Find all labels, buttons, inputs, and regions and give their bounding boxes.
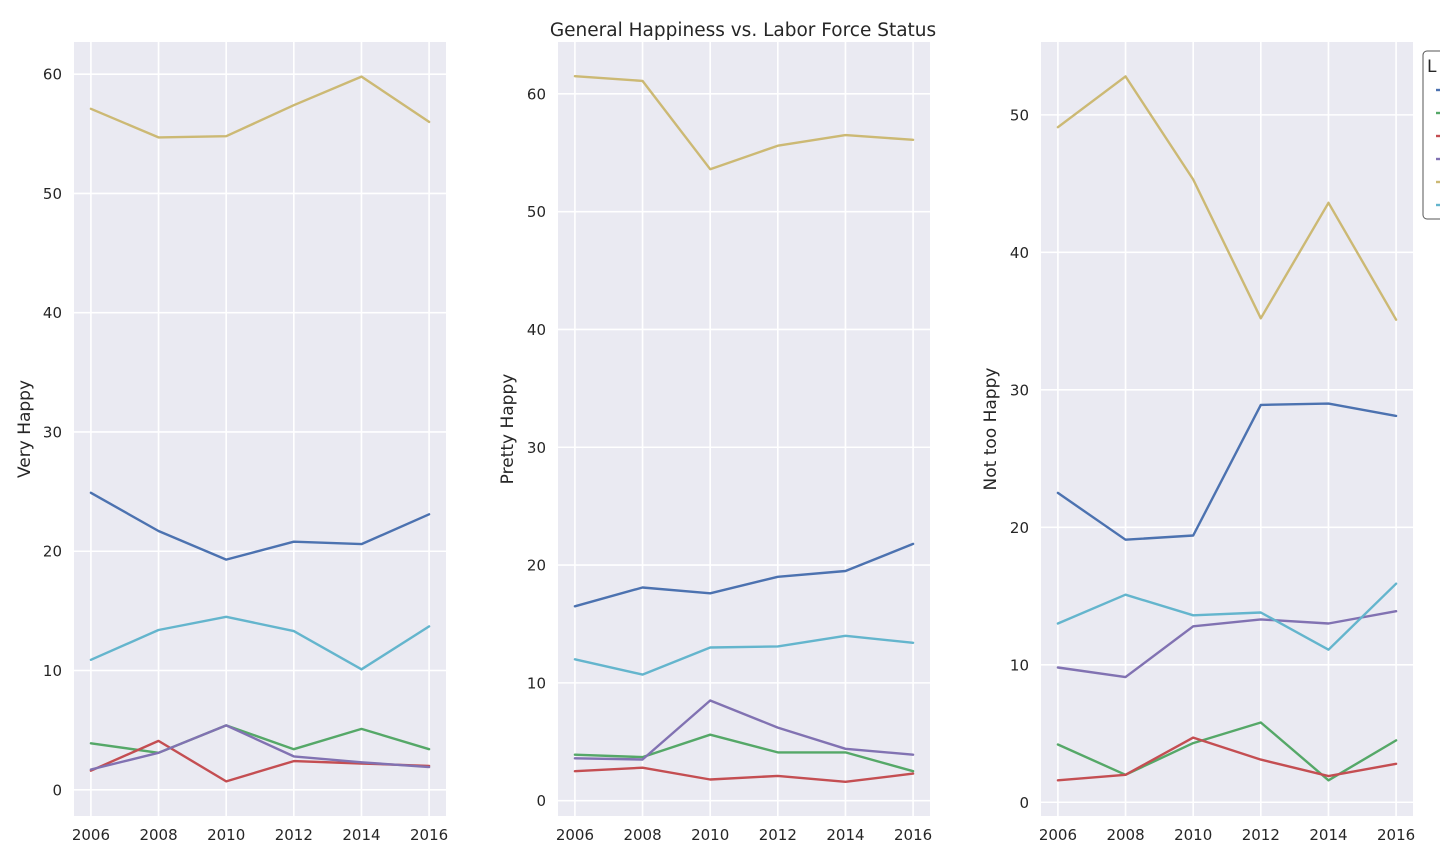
series-line-5 [1056, 75, 1398, 321]
series-line-4 [1056, 610, 1398, 679]
y-tick-label: 40 [1010, 244, 1029, 262]
series-line-4 [573, 699, 915, 761]
x-tick-label: 2010 [1174, 826, 1212, 844]
y-tick-label: 30 [1010, 381, 1029, 399]
x-tick-label: 2012 [275, 826, 313, 844]
x-tick-label: 2012 [759, 826, 797, 844]
y-axis-label: Pretty Happy [498, 374, 518, 485]
x-tick-label: 2014 [342, 826, 380, 844]
legend-box [1422, 50, 1440, 220]
series-line-1 [1056, 402, 1398, 541]
series-line-6 [1056, 582, 1398, 651]
x-tick-label: 2016 [1377, 826, 1415, 844]
y-tick-label: 10 [1010, 656, 1029, 674]
x-tick-label: 2014 [1309, 826, 1347, 844]
y-axis-label: Very Happy [15, 380, 35, 478]
x-tick-label: 2006 [1039, 826, 1077, 844]
x-tick-label: 2008 [623, 826, 661, 844]
series-line-3 [1056, 736, 1398, 782]
y-tick-label: 20 [527, 557, 546, 575]
plot-area [558, 42, 930, 816]
x-tick-label: 2008 [139, 826, 177, 844]
x-tick-label: 2006 [72, 826, 110, 844]
y-tick-label: 10 [527, 674, 546, 692]
x-tick-label: 2016 [410, 826, 448, 844]
y-tick-label: 50 [43, 185, 62, 203]
legend: L [1422, 50, 1440, 220]
chart-title: General Happiness vs. Labor Force Status [550, 20, 936, 41]
y-tick-label: 50 [527, 203, 546, 221]
y-tick-label: 40 [527, 321, 546, 339]
y-tick-label: 60 [43, 66, 62, 84]
series-line-5 [573, 74, 915, 171]
y-tick-label: 50 [1010, 106, 1029, 124]
series-line-1 [573, 542, 915, 608]
chart-panel-3: 2006 2008 2010 2012 2014 2016 0 10 20 30 40 50 Not t… [981, 42, 1415, 844]
series-line-2 [89, 724, 431, 754]
x-tick-label: 2012 [1242, 826, 1280, 844]
x-tick-label: 2010 [207, 826, 245, 844]
series-line-4 [89, 724, 431, 771]
x-tick-label: 2010 [691, 826, 729, 844]
series-line-3 [573, 766, 915, 783]
y-tick-label: 40 [43, 304, 62, 322]
y-tick-label: 30 [527, 439, 546, 457]
series-line-2 [573, 733, 915, 773]
chart-panel-2: 2006 2008 2010 2012 2014 2016 0 10 20 30 40 50 60 Pre… [498, 42, 932, 844]
plot-area [1041, 42, 1413, 816]
y-tick-label: 0 [1019, 794, 1029, 812]
x-tick-label: 2008 [1106, 826, 1144, 844]
x-tick-label: 2016 [894, 826, 932, 844]
y-tick-label: 60 [527, 85, 546, 103]
y-tick-label: 0 [52, 781, 62, 799]
x-tick-label: 2014 [826, 826, 864, 844]
y-tick-label: 20 [43, 543, 62, 561]
series-line-1 [89, 491, 431, 561]
y-tick-label: 30 [43, 423, 62, 441]
y-tick-label: 10 [43, 662, 62, 680]
y-tick-label: 0 [536, 792, 546, 810]
legend-title: L [1427, 57, 1437, 77]
series-line-5 [89, 75, 431, 139]
series-line-6 [573, 634, 915, 676]
y-tick-label: 20 [1010, 519, 1029, 537]
chart-panel-1: 2006 2008 2010 2012 2014 2016 0 10 20 30 40 50 60 Ver… [15, 42, 448, 844]
y-axis-label: Not too Happy [981, 368, 1001, 491]
plot-area [74, 42, 446, 816]
x-tick-label: 2006 [556, 826, 594, 844]
series-line-6 [89, 615, 431, 671]
